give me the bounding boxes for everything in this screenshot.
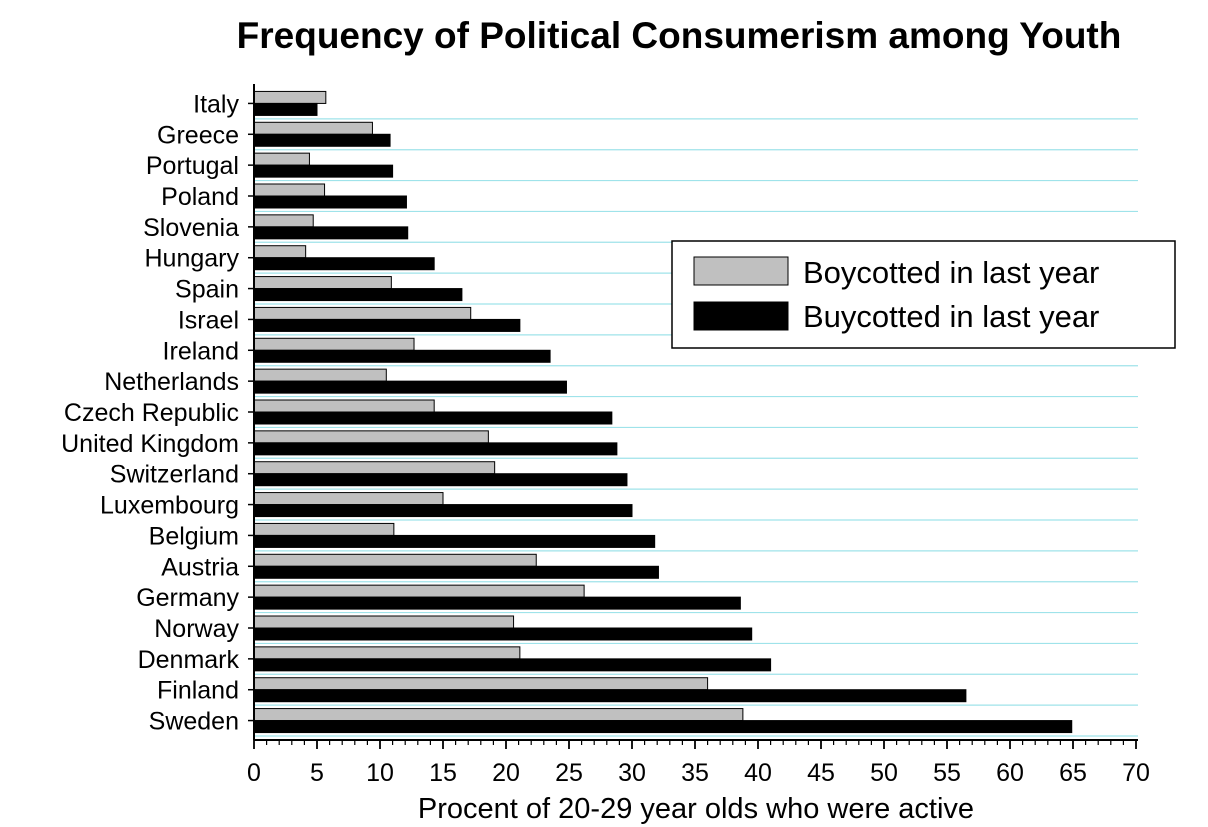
legend-swatch-buycotted xyxy=(693,301,789,331)
bar-buycotted xyxy=(253,411,613,425)
legend-label-boycotted: Boycotted in last year xyxy=(803,255,1099,290)
legend-swatch-boycotted xyxy=(693,256,789,286)
bar-boycotted xyxy=(253,646,521,660)
bar-buycotted xyxy=(253,349,551,363)
category-label: Germany xyxy=(136,584,239,612)
x-tick-label: 35 xyxy=(681,759,709,787)
grid-lines xyxy=(254,118,1138,737)
bar-boycotted xyxy=(253,584,585,598)
category-label: Spain xyxy=(175,276,239,304)
category-label: Slovenia xyxy=(143,214,239,242)
bar-boycotted xyxy=(253,708,744,722)
bar-boycotted xyxy=(253,183,326,197)
bar-boycotted xyxy=(253,553,537,567)
bar-buycotted xyxy=(253,102,318,116)
x-tick-label: 30 xyxy=(618,759,646,787)
x-tick-label: 15 xyxy=(429,759,457,787)
bar-buycotted xyxy=(253,195,407,209)
bar-buycotted xyxy=(253,442,618,456)
bars xyxy=(253,90,1073,734)
category-label: Poland xyxy=(161,183,239,211)
bar-boycotted xyxy=(253,522,395,536)
bar-boycotted xyxy=(253,214,314,228)
bar-buycotted xyxy=(253,318,521,332)
category-label: Sweden xyxy=(149,708,239,736)
bar-boycotted xyxy=(253,337,415,351)
bar-boycotted xyxy=(253,461,496,475)
category-label: Norway xyxy=(154,615,239,643)
x-tick-label: 70 xyxy=(1122,759,1150,787)
bar-boycotted xyxy=(253,90,327,104)
category-labels: Italy Greece Portugal Poland Slovenia Hungary… xyxy=(61,90,239,735)
bar-buycotted xyxy=(253,226,409,240)
bar-buycotted xyxy=(253,596,741,610)
bar-buycotted xyxy=(253,133,391,147)
category-label: Netherlands xyxy=(104,368,239,396)
bar-buycotted xyxy=(253,720,1073,734)
x-tick-label: 55 xyxy=(933,759,961,787)
x-tick-label: 65 xyxy=(1059,759,1087,787)
x-tick-labels: 0 5 10 15 20 25 30 35 40 45 50 55 60 65 70 xyxy=(247,759,1150,787)
bar-buycotted xyxy=(253,473,628,487)
category-label: Belgium xyxy=(149,522,239,550)
bar-buycotted xyxy=(253,534,656,548)
bar-buycotted xyxy=(253,504,633,518)
category-label: Portugal xyxy=(146,152,239,180)
chart-title: Frequency of Political Consumerism among… xyxy=(237,15,1122,56)
bar-boycotted xyxy=(253,615,515,629)
category-label: Denmark xyxy=(138,646,240,674)
bar-boycotted xyxy=(253,121,373,135)
category-label: Hungary xyxy=(145,245,240,273)
category-label: United Kingdom xyxy=(61,430,239,458)
axes xyxy=(248,84,1138,749)
bar-boycotted xyxy=(253,399,435,413)
x-tick-label: 50 xyxy=(870,759,898,787)
legend-label-buycotted: Buycotted in last year xyxy=(803,299,1099,334)
category-label: Ireland xyxy=(163,337,239,365)
bar-boycotted xyxy=(253,152,310,166)
category-label: Austria xyxy=(161,553,239,581)
bar-buycotted xyxy=(253,288,463,302)
category-label: Luxembourg xyxy=(100,492,239,520)
x-tick-label: 10 xyxy=(366,759,394,787)
bar-boycotted xyxy=(253,677,709,691)
category-label: Greece xyxy=(157,121,239,149)
bar-buycotted xyxy=(253,164,394,178)
category-label: Czech Republic xyxy=(64,399,239,427)
x-tick-label: 20 xyxy=(492,759,520,787)
bar-buycotted xyxy=(253,689,967,703)
bar-boycotted xyxy=(253,492,444,506)
x-tick-label: 25 xyxy=(555,759,583,787)
x-tick-label: 60 xyxy=(996,759,1024,787)
category-label: Finland xyxy=(157,677,239,705)
category-label: Israel xyxy=(178,306,239,334)
legend: Boycotted in last year Buycotted in last… xyxy=(671,240,1176,349)
x-tick-label: 5 xyxy=(310,759,324,787)
bar-boycotted xyxy=(253,368,387,382)
x-tick-label: 40 xyxy=(744,759,772,787)
bar-boycotted xyxy=(253,276,392,290)
x-tick-label: 45 xyxy=(807,759,835,787)
bar-buycotted xyxy=(253,257,435,271)
x-tick-label: 0 xyxy=(247,759,261,787)
bar-buycotted xyxy=(253,565,659,579)
category-label: Italy xyxy=(193,90,239,118)
category-label: Switzerland xyxy=(110,461,239,489)
x-axis-title: Procent of 20-29 year olds who were acti… xyxy=(418,793,974,825)
bar-boycotted xyxy=(253,430,489,444)
bar-boycotted xyxy=(253,245,307,259)
bar-buycotted xyxy=(253,658,772,672)
bar-boycotted xyxy=(253,306,472,320)
bar-buycotted xyxy=(253,627,753,641)
bar-buycotted xyxy=(253,380,567,394)
